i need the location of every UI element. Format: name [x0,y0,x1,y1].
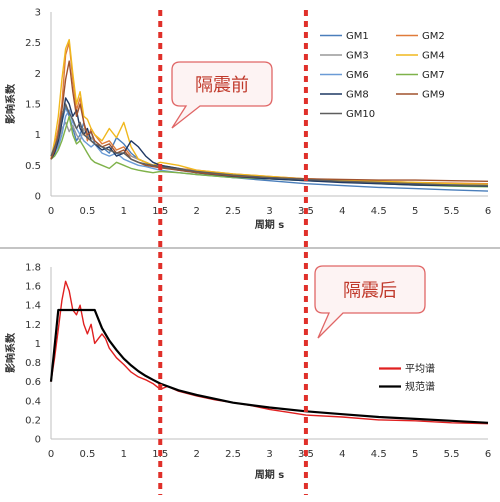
x-tick-label: 3 [266,449,272,460]
y-tick-label: 2.5 [25,38,41,49]
legend-label: 平均谱 [405,362,435,375]
x-tick-label: 2.5 [225,449,241,460]
series-line-gm8 [50,97,489,187]
y-tick-label: 1 [35,130,41,141]
legend-label: GM1 [346,31,369,42]
series-line-gm10 [50,103,489,187]
y-tick-label: 1.6 [25,282,41,293]
legend-label: GM8 [346,90,369,101]
legend-label: GM2 [422,31,445,42]
y-tick-label: 1.8 [25,263,41,274]
x-tick-label: 2 [193,206,199,217]
x-tick-label: 0.5 [79,206,95,217]
y-tick-label: 0.6 [25,377,41,388]
x-tick-label: 1 [121,206,127,217]
legend-label: GM7 [422,70,445,81]
x-tick-label: 6 [485,449,491,460]
y-tick-label: 1.2 [25,320,41,331]
x-tick-label: 4 [339,206,345,217]
x-tick-label: 5 [412,206,418,217]
x-tick-label: 0.5 [79,449,95,460]
callout-text: 隔震后 [343,281,397,302]
x-axis-label: 周期 s [255,218,284,231]
y-tick-label: 3 [35,8,41,19]
x-tick-label: 5.5 [444,206,460,217]
chart-after-isolation: 00.511.522.533.544.555.5600.20.40.60.811… [4,263,491,482]
callout-bubble [314,265,426,339]
y-tick-label: 0.4 [25,396,41,407]
y-tick-label: 1.5 [25,100,41,111]
x-tick-label: 4.5 [371,206,387,217]
y-tick-label: 1 [35,339,41,350]
x-tick-label: 0 [48,449,54,460]
legend-label: GM6 [346,70,369,81]
x-tick-label: 5.5 [444,449,460,460]
y-tick-label: 0 [35,435,41,446]
y-tick-label: 0.8 [25,358,41,369]
legend-label: GM3 [346,51,369,62]
legend-label: GM10 [346,109,375,120]
x-tick-label: 6 [485,206,491,217]
series-line-规范谱 [49,308,489,424]
callout-bubble [171,61,273,129]
y-tick-label: 1.4 [25,301,41,312]
y-tick-label: 2 [35,69,41,80]
callout-text: 隔震前 [195,75,249,96]
chart-before-isolation: 00.511.522.533.544.555.5600.511.522.53周期… [4,8,491,232]
legend-label: GM4 [422,51,445,62]
x-axis-label: 周期 s [255,468,284,481]
x-tick-label: 1 [121,449,127,460]
x-tick-label: 4 [339,449,345,460]
x-tick-label: 4.5 [371,449,387,460]
y-tick-label: 0.2 [25,415,41,426]
y-axis-label: 影响系数 [4,332,17,373]
x-tick-label: 2 [193,449,199,460]
y-tick-label: 0.5 [25,161,41,172]
x-tick-label: 0 [48,206,54,217]
x-tick-label: 2.5 [225,206,241,217]
legend-label: 规范谱 [405,380,435,393]
x-tick-label: 3 [266,206,272,217]
y-tick-label: 0 [35,192,41,203]
y-axis-label: 影响系数 [4,83,17,124]
legend-label: GM9 [422,90,445,101]
x-tick-label: 5 [412,449,418,460]
